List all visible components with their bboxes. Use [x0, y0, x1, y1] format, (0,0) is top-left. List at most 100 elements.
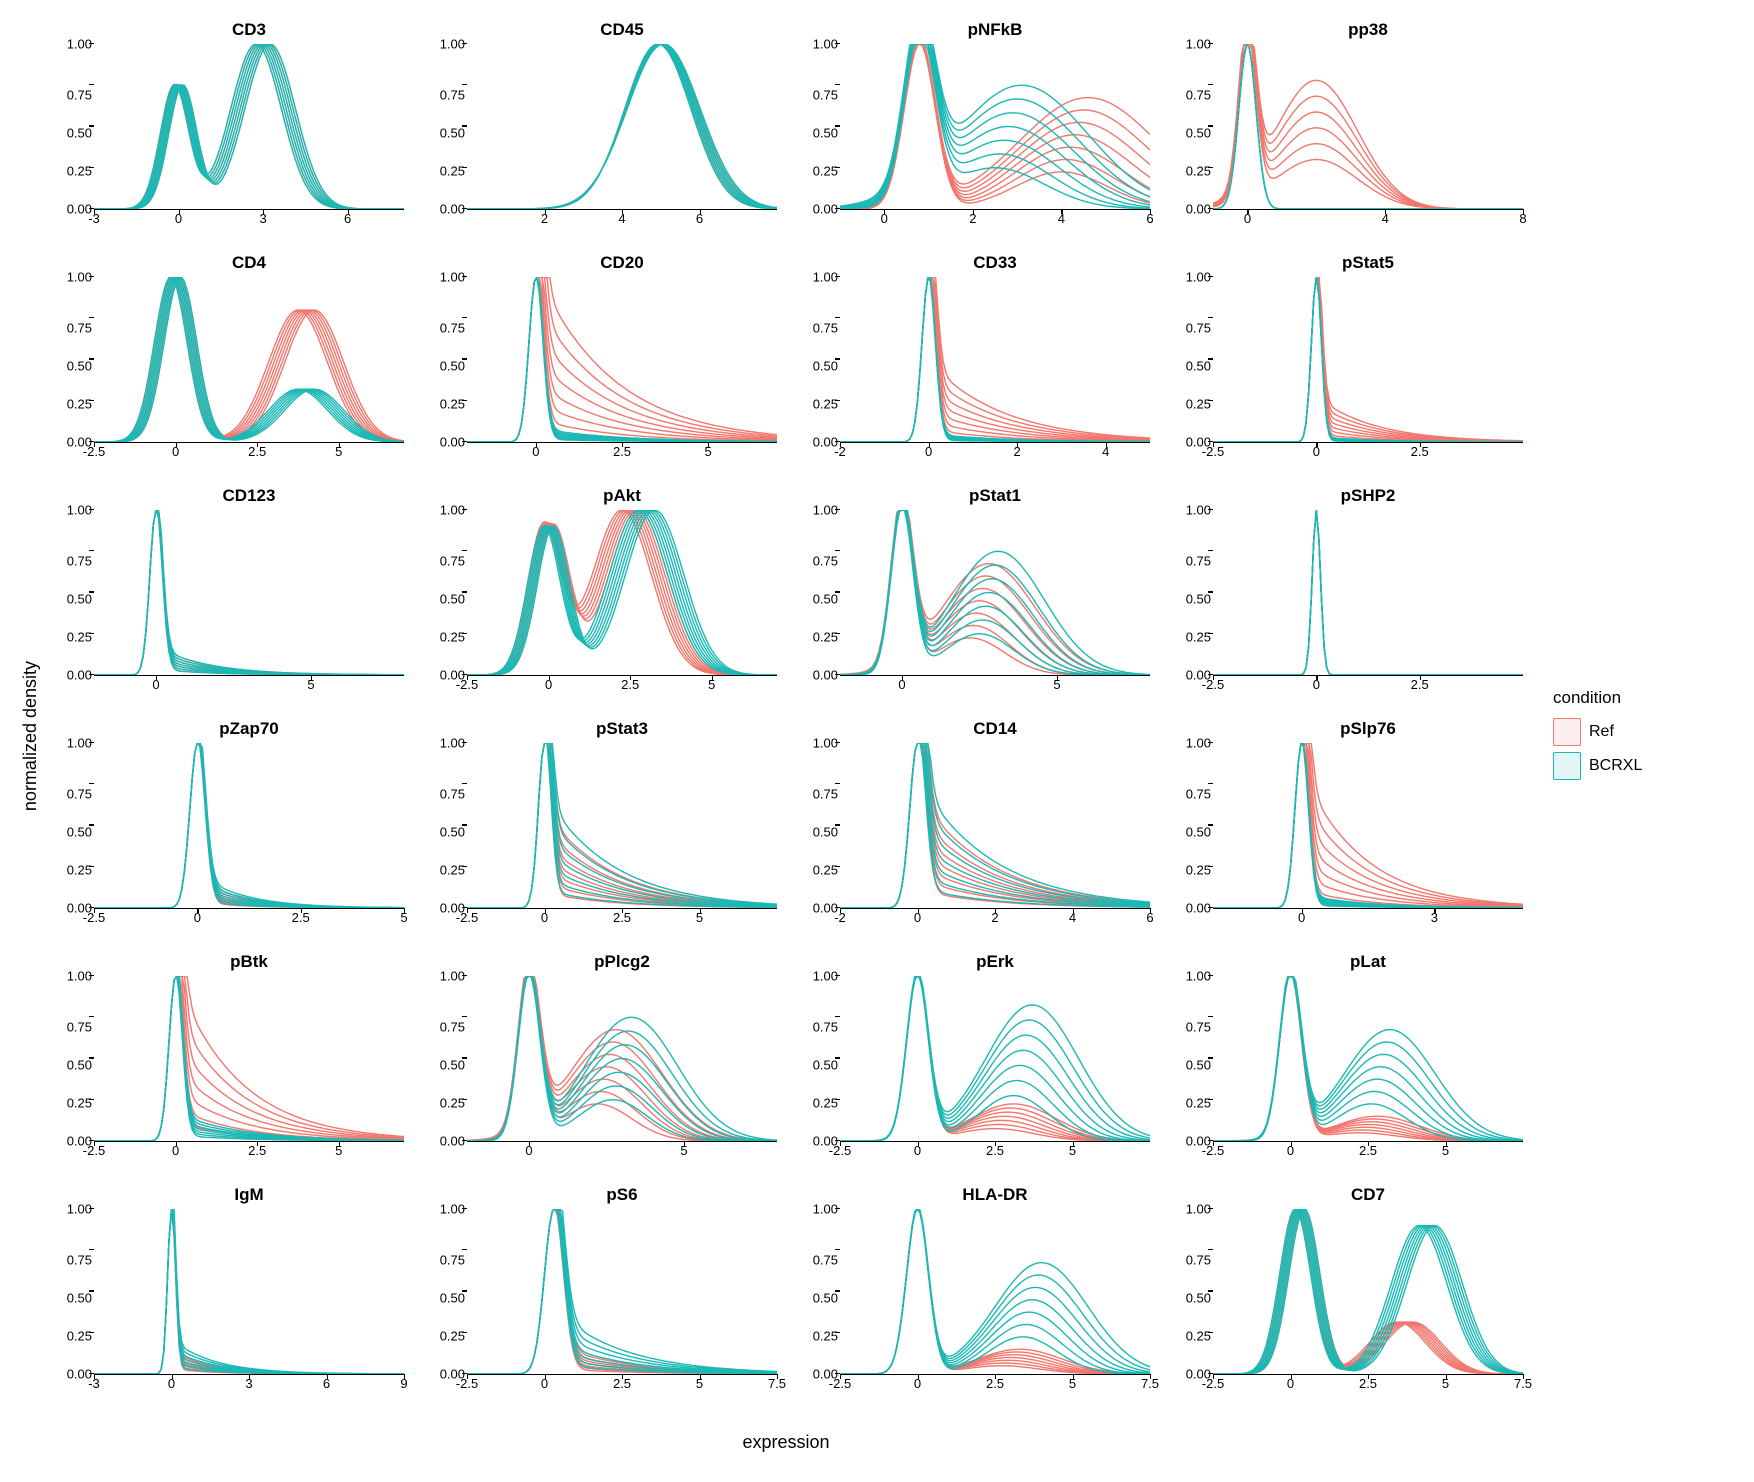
x-ticks: 02.55 [467, 444, 777, 462]
plot-svg [1213, 510, 1523, 675]
density-line [840, 278, 1150, 442]
plot-area: 0.000.250.500.751.00-2.502.55 [94, 743, 404, 909]
y-tick-label: 0.50 [1171, 360, 1211, 373]
density-line [94, 976, 404, 1141]
density-line [467, 1209, 777, 1374]
y-tick-label: 1.00 [425, 1203, 465, 1216]
density-line [840, 743, 1150, 908]
y-tick-label: 0.25 [425, 1097, 465, 1110]
x-tick-label: 4 [1058, 211, 1065, 226]
x-tick-label: -3 [88, 211, 100, 226]
density-line [1213, 277, 1523, 442]
x-tick-label: -2.5 [456, 910, 478, 925]
x-tick-label: 0 [175, 211, 182, 226]
y-tick-label: 0.50 [1171, 1059, 1211, 1072]
density-line [94, 1209, 404, 1374]
panel-title: CD123 [94, 486, 404, 506]
density-line [840, 277, 1150, 442]
panel: CD450.000.250.500.751.00246 [422, 20, 777, 235]
y-tick-label: 0.75 [52, 1254, 92, 1267]
density-line [1213, 510, 1523, 675]
panel: CD30.000.250.500.751.00-3036 [49, 20, 404, 235]
x-ticks: 05 [467, 1143, 777, 1161]
panel-title: CD4 [94, 253, 404, 273]
y-tick-label: 0.50 [1171, 1292, 1211, 1305]
y-tick-label: 0.50 [425, 593, 465, 606]
density-line [94, 510, 404, 675]
x-tick-label: 0 [1244, 211, 1251, 226]
panel: pAkt0.000.250.500.751.00-2.502.55 [422, 486, 777, 701]
plot-svg [467, 277, 777, 442]
panel-title: pStat1 [840, 486, 1150, 506]
legend-title: condition [1553, 688, 1642, 708]
plot-svg [94, 510, 404, 675]
density-line [94, 976, 404, 1141]
density-line [1213, 277, 1523, 442]
y-tick-label: 1.00 [52, 1203, 92, 1216]
density-line [1213, 277, 1523, 442]
x-ticks: -2024 [840, 444, 1150, 462]
density-line [94, 743, 404, 908]
density-line [94, 510, 404, 675]
y-tick-label: 0.50 [1171, 127, 1211, 140]
x-tick-label: 5 [1069, 1376, 1076, 1391]
panel-title: CD14 [840, 719, 1150, 739]
density-line [1213, 510, 1523, 675]
panel-title: CD20 [467, 253, 777, 273]
x-ticks: -2.502.55 [1213, 1143, 1523, 1161]
density-line [94, 976, 404, 1141]
density-line [840, 277, 1150, 442]
density-line [840, 1209, 1150, 1374]
y-tick-label: 0.00 [798, 902, 838, 915]
y-tick-label: 0.50 [798, 1059, 838, 1072]
plot-svg [1213, 743, 1523, 908]
density-line [94, 1209, 404, 1374]
y-tick-label: 0.75 [425, 555, 465, 568]
x-ticks: 0246 [840, 211, 1150, 229]
density-line [94, 510, 404, 675]
panel: pSHP20.000.250.500.751.00-2.502.5 [1168, 486, 1523, 701]
x-ticks: -2.502.557.5 [1213, 1376, 1523, 1394]
plot-area: 0.000.250.500.751.00-2.502.5 [1213, 510, 1523, 676]
density-line [94, 743, 404, 908]
density-line [94, 976, 404, 1141]
y-ticks: 0.000.250.500.751.00 [798, 743, 838, 908]
y-tick-label: 0.75 [798, 1021, 838, 1034]
y-tick-label: 0.50 [425, 127, 465, 140]
y-tick-label: 1.00 [1171, 1203, 1211, 1216]
density-line [94, 510, 404, 675]
y-ticks: 0.000.250.500.751.00 [52, 277, 92, 442]
density-line [94, 743, 404, 908]
y-tick-label: 0.25 [798, 631, 838, 644]
y-tick-label: 0.50 [52, 1292, 92, 1305]
x-tick-label: 2 [991, 910, 998, 925]
density-line [467, 277, 777, 442]
plot-area: 0.000.250.500.751.00-2.502.55 [467, 743, 777, 909]
y-ticks: 0.000.250.500.751.00 [1171, 976, 1211, 1141]
y-tick-label: 0.25 [1171, 631, 1211, 644]
x-tick-label: 6 [344, 211, 351, 226]
plot-svg [1213, 277, 1523, 442]
density-line [94, 510, 404, 675]
y-tick-label: 0.50 [425, 826, 465, 839]
density-line [840, 743, 1150, 908]
x-tick-label: 5 [708, 677, 715, 692]
density-line [1213, 743, 1523, 908]
x-tick-label: 5 [307, 677, 314, 692]
density-line [840, 1209, 1150, 1374]
density-line [1213, 277, 1523, 442]
y-tick-label: 0.25 [52, 1330, 92, 1343]
density-line [467, 510, 777, 675]
y-ticks: 0.000.250.500.751.00 [425, 1209, 465, 1374]
panel-title: CD3 [94, 20, 404, 40]
y-tick-label: 1.00 [1171, 970, 1211, 983]
y-ticks: 0.000.250.500.751.00 [1171, 1209, 1211, 1374]
x-tick-label: 0 [1287, 1143, 1294, 1158]
density-line [1213, 277, 1523, 442]
density-line [840, 743, 1150, 908]
density-line [467, 1209, 777, 1374]
density-line [467, 277, 777, 442]
plot-svg [467, 510, 777, 675]
x-tick-label: 2.5 [986, 1143, 1004, 1158]
y-tick-label: 0.25 [52, 631, 92, 644]
